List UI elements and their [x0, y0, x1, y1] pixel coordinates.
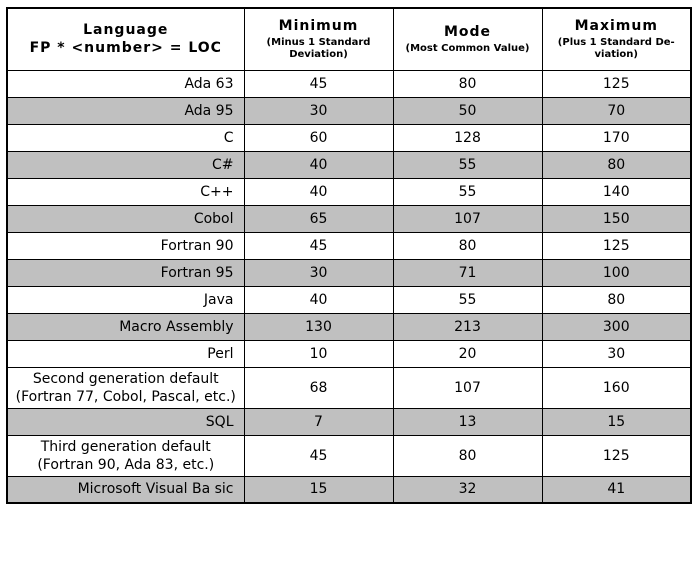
- mode-cell: 213: [392, 312, 543, 341]
- maximum-cell: 70: [541, 96, 692, 125]
- minimum-cell: 45: [243, 231, 394, 260]
- minimum-cell: 45: [243, 69, 394, 98]
- header-row: Language FP * <number> = LOC Minimum (Mi…: [6, 7, 692, 71]
- minimum-cell: 130: [243, 312, 394, 341]
- table-row: SQL 7 13 15: [6, 407, 692, 436]
- language-cell: Ada 63: [6, 69, 245, 98]
- minimum-cell: 60: [243, 123, 394, 152]
- mode-cell: 80: [392, 434, 543, 477]
- language-cell: Java: [6, 285, 245, 314]
- table-container: Language FP * <number> = LOC Minimum (Mi…: [6, 7, 692, 504]
- minimum-column-header: Minimum (Minus 1 Standard Deviation): [243, 7, 394, 71]
- maximum-cell: 170: [541, 123, 692, 152]
- maximum-cell: 125: [541, 69, 692, 98]
- table-row: Microsoft Visual Ba sic 15 32 41: [6, 475, 692, 504]
- fp-loc-conversion-table: Language FP * <number> = LOC Minimum (Mi…: [6, 7, 692, 504]
- maximum-cell: 80: [541, 150, 692, 179]
- table-row: Third generation default (Fortran 90, Ad…: [6, 434, 692, 477]
- language-cell: Ada 95: [6, 96, 245, 125]
- mode-cell: 107: [392, 204, 543, 233]
- maximum-cell: 30: [541, 339, 692, 368]
- maximum-column-header: Maximum (Plus 1 Standard De-viation): [541, 7, 692, 71]
- mode-cell: 20: [392, 339, 543, 368]
- maximum-cell: 125: [541, 434, 692, 477]
- language-cell: Perl: [6, 339, 245, 368]
- language-cell: Second generation default (Fortran 77, C…: [6, 366, 245, 409]
- minimum-cell: 10: [243, 339, 394, 368]
- table-row: Cobol 65 107 150: [6, 204, 692, 233]
- mode-cell: 55: [392, 177, 543, 206]
- language-cell: C: [6, 123, 245, 152]
- table-row: Perl 10 20 30: [6, 339, 692, 368]
- minimum-cell: 30: [243, 96, 394, 125]
- table-row: C++ 40 55 140: [6, 177, 692, 206]
- table-row: Fortran 90 45 80 125: [6, 231, 692, 260]
- mode-cell: 32: [392, 475, 543, 504]
- language-cell: Third generation default (Fortran 90, Ad…: [6, 434, 245, 477]
- table-row: Macro Assembly 130 213 300: [6, 312, 692, 341]
- language-cell: Microsoft Visual Ba sic: [6, 475, 245, 504]
- language-cell: SQL: [6, 407, 245, 436]
- maximum-cell: 100: [541, 258, 692, 287]
- table-row: C# 40 55 80: [6, 150, 692, 179]
- mode-cell: 80: [392, 231, 543, 260]
- maximum-cell: 140: [541, 177, 692, 206]
- minimum-cell: 15: [243, 475, 394, 504]
- mode-cell: 128: [392, 123, 543, 152]
- mode-cell: 107: [392, 366, 543, 409]
- mode-cell: 13: [392, 407, 543, 436]
- minimum-cell: 65: [243, 204, 394, 233]
- mode-cell: 80: [392, 69, 543, 98]
- maximum-cell: 15: [541, 407, 692, 436]
- table-row: Java 40 55 80: [6, 285, 692, 314]
- minimum-header-subtitle: (Minus 1 Standard Deviation): [266, 37, 371, 61]
- table-row: Ada 95 30 50 70: [6, 96, 692, 125]
- maximum-cell: 80: [541, 285, 692, 314]
- mode-column-header: Mode (Most Common Value): [392, 7, 543, 71]
- minimum-cell: 68: [243, 366, 394, 409]
- minimum-header-title: Minimum: [278, 18, 359, 35]
- language-cell: Cobol: [6, 204, 245, 233]
- language-cell: Fortran 95: [6, 258, 245, 287]
- minimum-cell: 40: [243, 177, 394, 206]
- maximum-cell: 160: [541, 366, 692, 409]
- maximum-cell: 150: [541, 204, 692, 233]
- mode-cell: 55: [392, 285, 543, 314]
- language-cell: Fortran 90: [6, 231, 245, 260]
- maximum-header-subtitle: (Plus 1 Standard De-viation): [557, 37, 675, 61]
- language-header-formula: FP * <number> = LOC: [29, 40, 222, 57]
- mode-cell: 50: [392, 96, 543, 125]
- minimum-cell: 30: [243, 258, 394, 287]
- table-row: Second generation default (Fortran 77, C…: [6, 366, 692, 409]
- mode-cell: 55: [392, 150, 543, 179]
- language-cell: C++: [6, 177, 245, 206]
- minimum-cell: 45: [243, 434, 394, 477]
- minimum-cell: 7: [243, 407, 394, 436]
- table-body: Ada 63 45 80 125 Ada 95 30 50 70 C 60 12…: [6, 69, 692, 504]
- language-cell: C#: [6, 150, 245, 179]
- minimum-cell: 40: [243, 285, 394, 314]
- maximum-cell: 125: [541, 231, 692, 260]
- mode-header-subtitle: (Most Common Value): [405, 43, 530, 55]
- mode-header-title: Mode: [443, 24, 492, 41]
- table-row: C 60 128 170: [6, 123, 692, 152]
- minimum-cell: 40: [243, 150, 394, 179]
- language-header-title: Language: [83, 22, 169, 39]
- maximum-cell: 300: [541, 312, 692, 341]
- language-cell: Macro Assembly: [6, 312, 245, 341]
- maximum-cell: 41: [541, 475, 692, 504]
- language-column-header: Language FP * <number> = LOC: [6, 7, 245, 71]
- maximum-header-title: Maximum: [574, 18, 658, 35]
- table-row: Fortran 95 30 71 100: [6, 258, 692, 287]
- table-row: Ada 63 45 80 125: [6, 69, 692, 98]
- mode-cell: 71: [392, 258, 543, 287]
